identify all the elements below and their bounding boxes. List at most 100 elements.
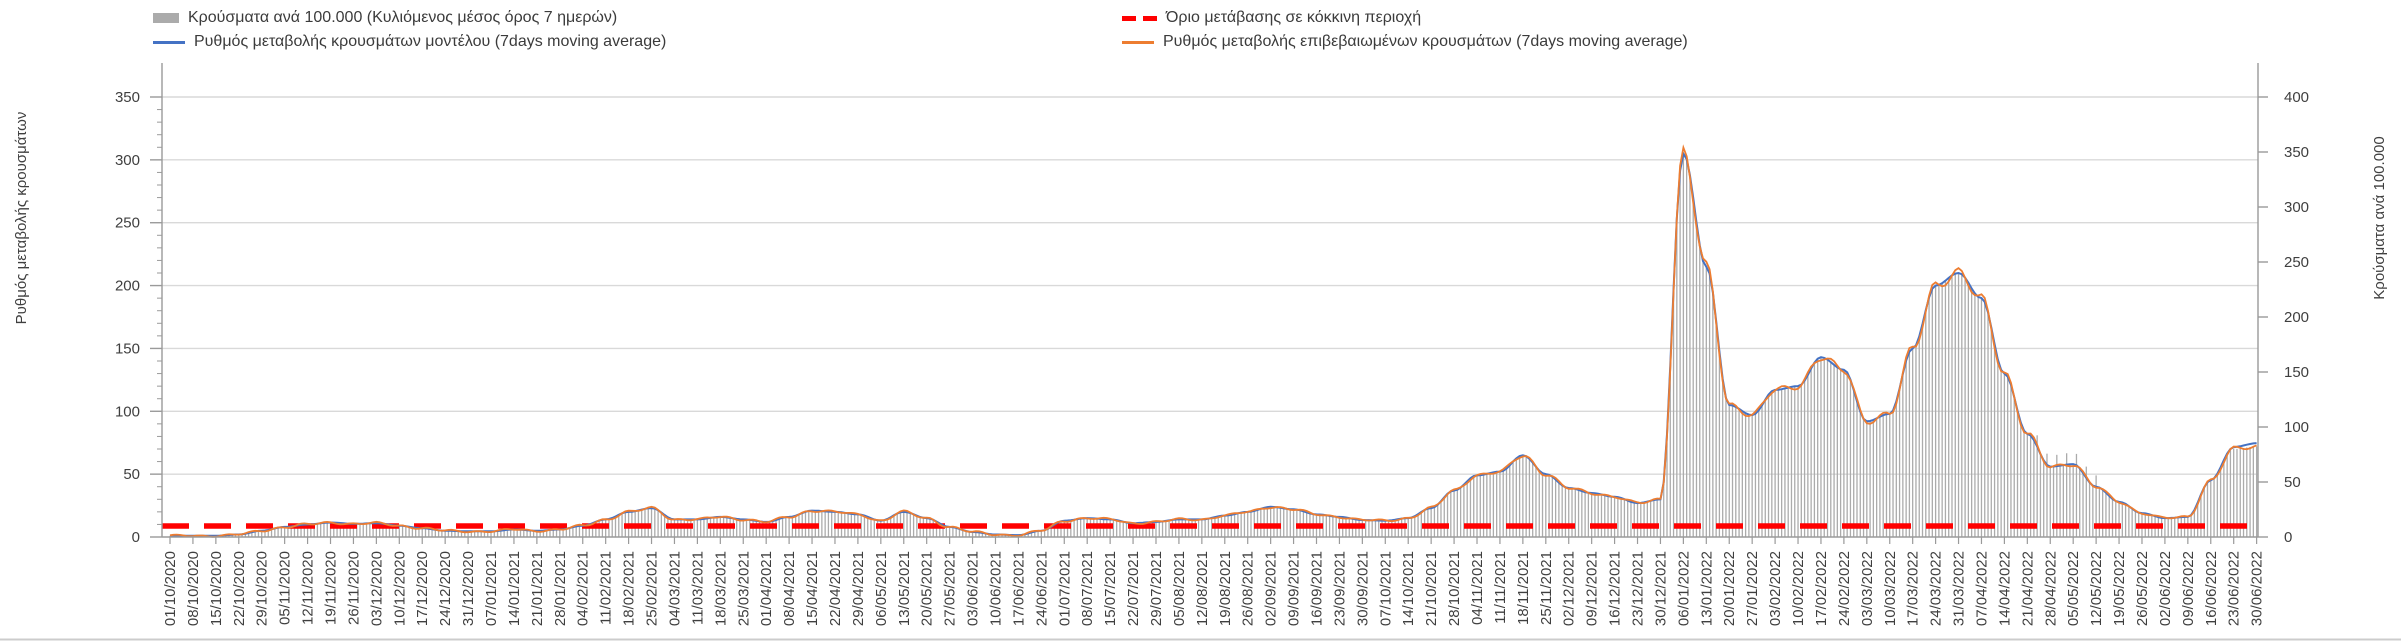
svg-text:15/10/2020: 15/10/2020 [208, 551, 225, 626]
svg-text:23/12/2021: 23/12/2021 [1630, 551, 1647, 626]
svg-text:04/03/2021: 04/03/2021 [667, 551, 684, 626]
svg-text:06/05/2021: 06/05/2021 [873, 551, 890, 626]
svg-text:18/03/2021: 18/03/2021 [712, 551, 729, 626]
svg-text:03/12/2020: 03/12/2020 [368, 551, 385, 626]
svg-text:01/07/2021: 01/07/2021 [1056, 551, 1073, 626]
axes [161, 63, 2259, 538]
svg-text:18/11/2021: 18/11/2021 [1515, 551, 1532, 625]
red-dashes-swatch-icon [1122, 15, 1157, 21]
svg-text:25/03/2021: 25/03/2021 [735, 551, 752, 626]
svg-text:150: 150 [115, 340, 140, 357]
svg-text:30/09/2021: 30/09/2021 [1354, 551, 1371, 626]
svg-text:07/04/2022: 07/04/2022 [1974, 551, 1991, 626]
svg-text:16/09/2021: 16/09/2021 [1309, 551, 1326, 626]
svg-text:50: 50 [2284, 474, 2301, 491]
model-rate-line [170, 150, 2257, 537]
svg-text:21/04/2022: 21/04/2022 [2019, 551, 2036, 626]
svg-text:28/01/2021: 28/01/2021 [552, 551, 569, 626]
svg-text:19/05/2022: 19/05/2022 [2111, 551, 2128, 626]
svg-text:26/05/2022: 26/05/2022 [2134, 551, 2151, 626]
svg-text:03/02/2022: 03/02/2022 [1767, 551, 1784, 626]
svg-text:27/05/2021: 27/05/2021 [942, 551, 959, 626]
legend-label: Ρυθμός μεταβολής επιβεβαιωμένων κρουσμάτ… [1163, 33, 1688, 50]
x-axis-ticks-labels: 01/10/2020 08/10/2020 15/10/2020 22/10/2020… [162, 537, 2266, 626]
svg-text:08/10/2020: 08/10/2020 [185, 551, 202, 626]
svg-text:09/09/2021: 09/09/2021 [1286, 551, 1303, 626]
svg-text:10/02/2022: 10/02/2022 [1790, 551, 1807, 626]
svg-text:150: 150 [2284, 364, 2309, 381]
svg-text:11/03/2021: 11/03/2021 [689, 551, 706, 625]
svg-text:20/01/2022: 20/01/2022 [1721, 551, 1738, 626]
svg-text:17/12/2020: 17/12/2020 [414, 551, 431, 626]
svg-text:03/03/2022: 03/03/2022 [1859, 551, 1876, 626]
svg-text:29/04/2021: 29/04/2021 [850, 551, 867, 626]
svg-text:21/01/2021: 21/01/2021 [529, 551, 546, 626]
svg-text:05/05/2022: 05/05/2022 [2065, 551, 2082, 626]
svg-text:21/10/2021: 21/10/2021 [1423, 551, 1440, 626]
svg-text:16/12/2021: 16/12/2021 [1607, 551, 1624, 626]
svg-text:28/10/2021: 28/10/2021 [1446, 551, 1463, 626]
svg-text:14/01/2021: 14/01/2021 [506, 551, 523, 626]
svg-text:29/07/2021: 29/07/2021 [1148, 551, 1165, 626]
svg-text:24/02/2022: 24/02/2022 [1836, 551, 1853, 626]
svg-text:02/06/2022: 02/06/2022 [2157, 551, 2174, 626]
svg-text:24/12/2020: 24/12/2020 [437, 551, 454, 626]
svg-text:250: 250 [2284, 254, 2309, 271]
svg-text:16/06/2022: 16/06/2022 [2203, 551, 2220, 626]
svg-text:18/02/2021: 18/02/2021 [621, 551, 638, 626]
confirmed-rate-line [169, 144, 2257, 538]
svg-text:10/03/2022: 10/03/2022 [1882, 551, 1899, 626]
legend-label: Όριο μετάβασης σε κόκκινη περιοχή [1166, 9, 1422, 26]
svg-text:0: 0 [132, 529, 140, 546]
legend-label: Κρούσματα ανά 100.000 (Κυλιόμενος μέσος … [188, 9, 618, 26]
legend-label: Ρυθμός μεταβολής κρουσμάτων μοντέλου (7d… [194, 33, 667, 50]
svg-text:200: 200 [115, 278, 140, 295]
svg-text:25/11/2021: 25/11/2021 [1538, 551, 1555, 625]
svg-text:400: 400 [2284, 89, 2309, 106]
svg-text:11/11/2021: 11/11/2021 [1492, 551, 1509, 624]
svg-text:08/07/2021: 08/07/2021 [1079, 551, 1096, 626]
svg-text:29/10/2020: 29/10/2020 [254, 551, 271, 626]
svg-text:12/05/2022: 12/05/2022 [2088, 551, 2105, 626]
svg-text:22/07/2021: 22/07/2021 [1125, 551, 1142, 626]
svg-text:08/04/2021: 08/04/2021 [781, 551, 798, 626]
svg-text:09/06/2022: 09/06/2022 [2180, 551, 2197, 626]
svg-text:25/02/2021: 25/02/2021 [644, 551, 661, 626]
svg-text:06/01/2022: 06/01/2022 [1675, 551, 1692, 626]
svg-text:22/04/2021: 22/04/2021 [827, 551, 844, 626]
svg-text:23/06/2022: 23/06/2022 [2226, 551, 2243, 626]
svg-text:15/04/2021: 15/04/2021 [804, 551, 821, 626]
left-axis-title: Ρυθμός μεταβολής κρουσμάτων [13, 112, 30, 325]
svg-text:350: 350 [2284, 144, 2309, 161]
axis-titles: Ρυθμός μεταβολής κρουσμάτων Κρούσματα ανά… [13, 112, 2388, 325]
bar-swatch-icon [153, 13, 179, 23]
svg-text:19/11/2020: 19/11/2020 [323, 551, 340, 625]
svg-text:31/03/2022: 31/03/2022 [1951, 551, 1968, 626]
svg-text:17/06/2021: 17/06/2021 [1010, 551, 1027, 626]
left-axis-ticks-labels: 0 50 100 150 200 250 300 350 [115, 89, 162, 546]
right-axis-ticks-labels: 0 50 100 150 200 250 300 350 400 [2258, 89, 2309, 546]
svg-text:09/12/2021: 09/12/2021 [1584, 551, 1601, 626]
svg-text:300: 300 [2284, 199, 2309, 216]
svg-text:31/12/2020: 31/12/2020 [460, 551, 477, 626]
svg-text:300: 300 [115, 152, 140, 169]
bars-cases-per-100k [169, 153, 2258, 537]
svg-text:26/08/2021: 26/08/2021 [1240, 551, 1257, 626]
svg-text:07/10/2021: 07/10/2021 [1377, 551, 1394, 626]
svg-text:100: 100 [2284, 419, 2309, 436]
svg-text:05/11/2020: 05/11/2020 [277, 551, 294, 625]
svg-text:14/04/2022: 14/04/2022 [1996, 551, 2013, 626]
svg-text:10/12/2020: 10/12/2020 [391, 551, 408, 626]
svg-text:02/12/2021: 02/12/2021 [1561, 551, 1578, 626]
svg-text:24/03/2022: 24/03/2022 [1928, 551, 1945, 626]
svg-text:11/02/2021: 11/02/2021 [598, 551, 615, 625]
blue-line-swatch-icon [153, 40, 185, 44]
svg-text:05/08/2021: 05/08/2021 [1171, 551, 1188, 626]
svg-text:10/06/2021: 10/06/2021 [988, 551, 1005, 626]
gridlines [162, 96, 2258, 475]
svg-text:04/02/2021: 04/02/2021 [575, 551, 592, 626]
svg-text:12/11/2020: 12/11/2020 [300, 551, 317, 625]
svg-text:28/04/2022: 28/04/2022 [2042, 551, 2059, 626]
